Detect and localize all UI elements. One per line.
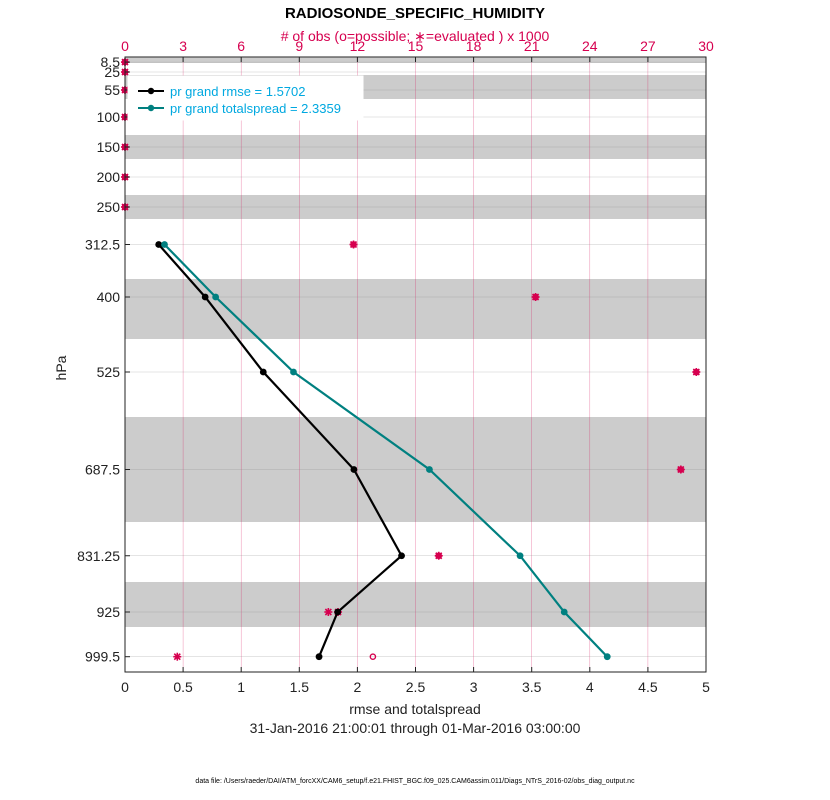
series-1-point [603,653,611,661]
top-tick-label: 12 [350,38,366,54]
x-tick-label: 5 [702,679,710,695]
legend-label-spread: pr grand totalspread = 2.3359 [170,101,341,116]
x-tick-label: 0.5 [173,679,193,695]
top-tick-label: 24 [582,38,598,54]
shaded-band [125,582,706,627]
top-tick-label: 21 [524,38,540,54]
y-tick-label: 312.5 [85,237,120,253]
series-1-point [516,552,524,560]
x-tick-label: 1 [237,679,245,695]
x-tick-label: 1.5 [290,679,310,695]
shaded-band [125,279,706,339]
shaded-band [125,417,706,522]
legend-marker-spread [147,104,155,112]
x-tick-label: 3 [470,679,478,695]
top-tick-label: 18 [466,38,482,54]
evaluated-obs-marker-stroke [324,608,332,616]
y-tick-label: 525 [97,364,121,380]
left-axis-ticks: 8.525 55 100 150 200 250 312.5 400 525 687.5 831.2… [77,54,130,665]
top-tick-label: 6 [237,38,245,54]
y-tick-label: 925 [97,604,121,620]
series-1-point [560,608,568,616]
series-0-point [315,653,323,661]
evaluated-obs-marker-stroke [349,240,358,249]
x-tick-label: 4 [586,679,594,695]
data-series [155,241,611,661]
y-tick-label: 8.5 [101,54,121,70]
possible-obs-marker [369,653,377,661]
y-tick-label: 250 [97,199,121,215]
top-tick-label: 3 [179,38,187,54]
series-0-point [155,241,163,248]
top-tick-label: 0 [121,38,129,54]
y-axis-label: hPa [53,355,69,380]
series-0-point [350,466,358,473]
bottom-axis-ticks: 0 0.5 1 1.5 2 2.5 3 3.5 4 4.5 5 [121,667,710,695]
evaluated-obs-marker-stroke [532,293,540,301]
data-file-footer: data file: /Users/raeder/DAI/ATM_forcXX/… [195,778,635,785]
y-tick-label: 55 [104,82,120,98]
time-range-label: 31-Jan-2016 21:00:01 through 01-Mar-2016… [250,720,581,736]
chart-title: RADIOSONDE_SPECIFIC_HUMIDITY [285,5,545,22]
series-0-point [259,368,267,376]
shaded-bands [125,57,706,627]
series-0-point [398,552,405,560]
legend-box [127,75,364,121]
series-1-point [290,368,297,376]
series-1-point [212,293,220,301]
evaluated-obs-marker-stroke [677,465,685,474]
legend-label-rmse: pr grand rmse = 1.5702 [170,84,306,99]
y-tick-label: 999.5 [85,649,120,665]
y-tick-label: 687.5 [85,462,120,478]
y-tick-label: 150 [97,139,121,155]
y-tick-label: 400 [97,289,121,305]
y-tick-label: 831.25 [77,548,120,564]
top-axis-ticks: 0 3 6 9 12 15 18 21 24 27 30 [121,38,714,62]
y-tick-label: 25 [104,64,120,80]
top-tick-label: 27 [640,38,656,54]
series-1-point [161,241,168,248]
evaluated-obs-marker-stroke [692,368,700,376]
legend-marker-rmse [147,87,155,95]
evaluated-obs-marker-stroke [173,653,181,661]
evaluated-obs-marker-stroke [435,552,443,560]
top-tick-label: 9 [295,38,303,54]
x-tick-label: 4.5 [638,679,658,695]
x-tick-label: 0 [121,679,129,695]
top-tick-label: 30 [698,38,714,54]
x-tick-label: 3.5 [522,679,542,695]
y-tick-label: 200 [97,169,121,185]
series-1-point [426,466,433,473]
legend: pr grand rmse = 1.5702 pr grand totalspr… [127,75,364,121]
top-tick-label: 15 [408,38,424,54]
x-tick-label: 2.5 [406,679,426,695]
x-tick-label: 2 [354,679,362,695]
y-tick-label: 100 [97,109,121,125]
series-0-point [201,293,209,301]
top-axis-label: # of obs (o=possible; ∗=evaluated ) x 10… [281,28,550,44]
shaded-band [125,195,706,219]
series-0-point [334,608,342,616]
x-axis-label: rmse and totalspread [349,701,481,717]
shaded-band [125,135,706,159]
